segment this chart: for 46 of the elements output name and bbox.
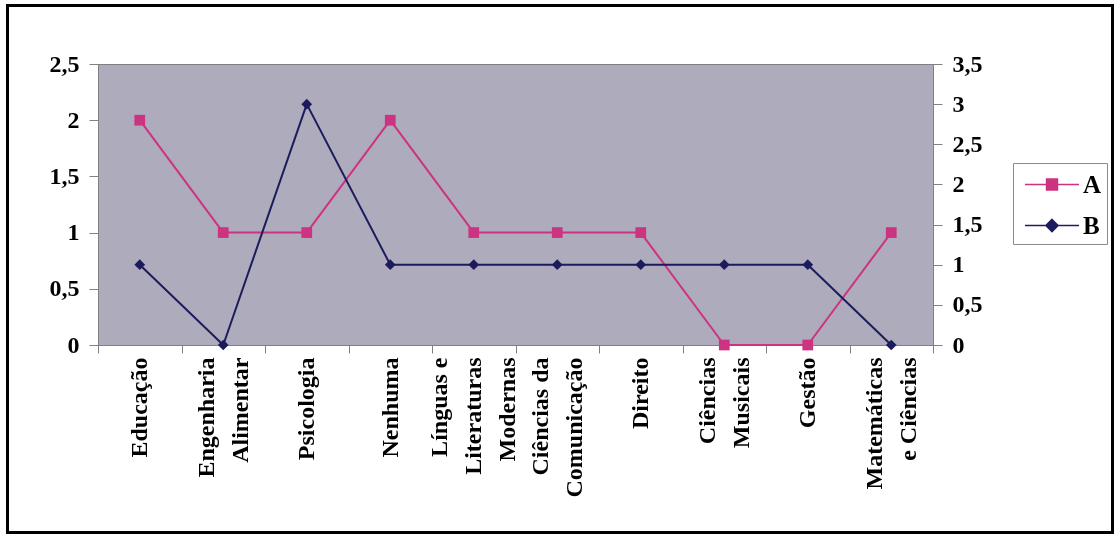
point	[635, 259, 647, 271]
point	[134, 114, 146, 126]
y2-tick-label: 1	[952, 251, 965, 278]
point	[635, 227, 647, 238]
point	[718, 259, 730, 271]
point	[217, 339, 229, 351]
y2-tick-label: 2	[952, 170, 965, 197]
point	[718, 339, 730, 351]
y-tick-label: 1,5	[49, 162, 80, 189]
x-tick-label: Educação	[126, 357, 153, 458]
x-tick-label: Ciências da Comunicação	[526, 357, 587, 498]
point	[551, 227, 563, 238]
y-tick-label: 2	[67, 106, 80, 133]
legend-label: B	[1083, 211, 1100, 239]
point	[885, 339, 897, 351]
point	[551, 259, 563, 271]
point	[468, 227, 480, 238]
x-tick-label: Gestão	[794, 357, 821, 429]
point	[468, 259, 480, 271]
y2-tick-label: 3	[952, 90, 965, 117]
point	[802, 259, 814, 271]
y2-tick-label: 0,5	[952, 291, 983, 318]
x-tick-label: Matemáticas e Ciências	[860, 357, 921, 490]
x-tick-label: Direito	[627, 357, 654, 430]
point	[384, 114, 396, 126]
y-tick-label: 0,5	[49, 275, 80, 302]
x-tick-label: Nenhuma	[376, 357, 403, 458]
y2-tick-label: 0	[952, 331, 965, 358]
point	[217, 227, 229, 238]
point	[802, 339, 814, 351]
x-tick-label: Psicologia	[293, 357, 320, 461]
x-tick-label: Engenharia Alimentar	[192, 357, 253, 478]
legend-label: A	[1083, 170, 1102, 198]
point	[885, 227, 897, 238]
x-tick-label: Línguas e Literaturas Modernas	[426, 357, 521, 475]
point	[384, 259, 396, 271]
point	[301, 227, 313, 238]
y-tick-label: 2,5	[49, 50, 80, 77]
y-tick-label: 0	[67, 331, 80, 358]
x-tick-label: Ciências Musicais	[693, 357, 754, 449]
point	[301, 98, 313, 110]
y-tick-label: 1	[67, 219, 80, 246]
y2-tick-label: 1,5	[952, 211, 983, 238]
point	[134, 259, 146, 271]
y2-tick-label: 3,5	[952, 50, 983, 77]
y2-tick-label: 2,5	[952, 130, 983, 157]
